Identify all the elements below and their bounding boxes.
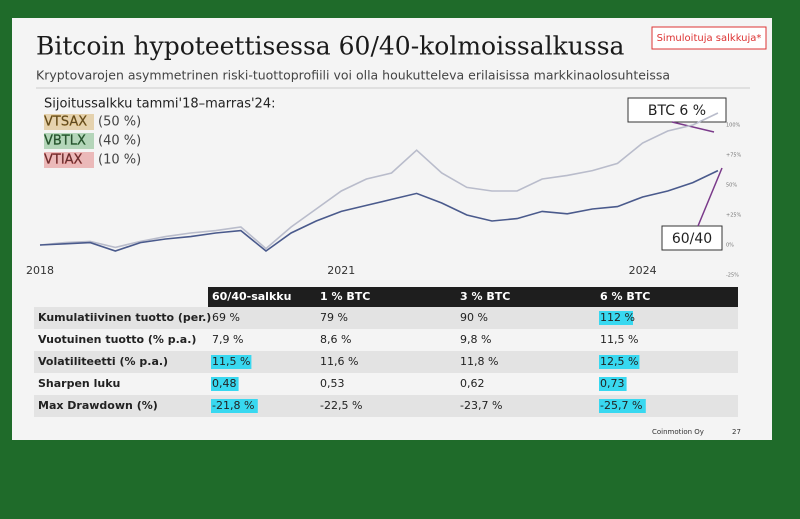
legend-label: VTSAX: [44, 115, 87, 130]
table-cell: 69 %: [212, 311, 240, 324]
table-row-label: Max Drawdown (%): [38, 399, 158, 412]
table-row-label: Volatiliteetti (% p.a.): [38, 355, 168, 368]
y-tick-label: 50%: [726, 183, 737, 189]
table-cell: 0,53: [320, 377, 345, 390]
highlight: [599, 399, 646, 413]
series-label: BTC 6 %: [648, 103, 706, 119]
x-tick-label: 2018: [26, 264, 54, 277]
subtitle: Kryptovarojen asymmetrinen riski-tuottop…: [36, 68, 670, 83]
table-cell: 90 %: [460, 311, 488, 324]
table-row-bg: [34, 351, 738, 373]
table-row-label: Kumulatiivinen tuotto (per.): [38, 311, 211, 324]
table-cell: -22,5 %: [320, 399, 362, 412]
table-header: 3 % BTC: [460, 290, 510, 303]
table-cell: 11,6 %: [320, 355, 358, 368]
badge-box: [651, 26, 767, 50]
annot-box: [661, 225, 723, 251]
table-cell: 11,5 %: [600, 333, 638, 346]
table-row-label: Vuotuinen tuotto (% p.a.): [38, 333, 196, 346]
table-cell: 11,8 %: [460, 355, 498, 368]
highlight: [599, 377, 627, 391]
highlight: [211, 399, 258, 413]
table-row-bg: [34, 329, 738, 351]
y-tick-label: 0%: [726, 243, 734, 249]
table-cell: 0,48: [212, 377, 237, 390]
company: Coinmotion Oy: [652, 428, 704, 436]
table-header: 6 % BTC: [600, 290, 650, 303]
legend-label: VBTLX: [44, 134, 86, 149]
table-cell: -21,8 %: [212, 399, 254, 412]
title: Bitcoin hypoteettisessa 60/40-kolmoissal…: [36, 32, 625, 61]
legend-title: Sijoitussalkku tammi'18–marras'24:: [44, 97, 275, 112]
table-cell: 79 %: [320, 311, 348, 324]
table-cell: 12,5 %: [600, 355, 638, 368]
x-tick-label: 2024: [629, 264, 657, 277]
y-tick-label: 100%: [726, 123, 741, 129]
series-line: [39, 112, 719, 250]
table-cell: 7,9 %: [212, 333, 243, 346]
arrow: [697, 167, 723, 227]
table-cell: 9,8 %: [460, 333, 491, 346]
y-tick-label: +75%: [726, 153, 742, 159]
table-header-bg: [208, 287, 738, 307]
table-header: 1 % BTC: [320, 290, 370, 303]
series-line: [39, 169, 719, 253]
table-cell: 11,5 %: [212, 355, 250, 368]
legend-swatch: [44, 152, 94, 168]
annot-box: [627, 97, 727, 123]
table-row-bg: [34, 307, 738, 329]
highlight: [599, 311, 633, 325]
legend-pct: (50 %): [98, 115, 141, 130]
y-tick-label: -25%: [726, 273, 739, 279]
table-cell: 0,73: [600, 377, 625, 390]
highlight: [599, 355, 640, 369]
arrow: [671, 121, 715, 133]
highlight: [211, 355, 252, 369]
x-tick-label: 2021: [327, 264, 355, 277]
table-cell: -25,7 %: [600, 399, 642, 412]
table-row-bg: [34, 395, 738, 417]
legend-swatch: [44, 133, 94, 149]
page-number: 27: [732, 428, 741, 436]
table-cell: 112 %: [600, 311, 635, 324]
legend-swatch: [44, 114, 94, 130]
table-cell: -23,7 %: [460, 399, 502, 412]
legend-pct: (10 %): [98, 153, 141, 168]
table-header: 60/40-salkku: [212, 290, 291, 303]
highlight: [211, 377, 239, 391]
table-row-bg: [34, 373, 738, 395]
series-label: 60/40: [672, 231, 712, 247]
legend-pct: (40 %): [98, 134, 141, 149]
y-tick-label: +25%: [726, 213, 742, 219]
table-cell: 8,6 %: [320, 333, 351, 346]
legend-label: VTIAX: [44, 153, 83, 168]
table-cell: 0,62: [460, 377, 485, 390]
table-row-label: Sharpen luku: [38, 377, 120, 390]
badge: Simuloituja salkkuja*: [657, 33, 762, 44]
